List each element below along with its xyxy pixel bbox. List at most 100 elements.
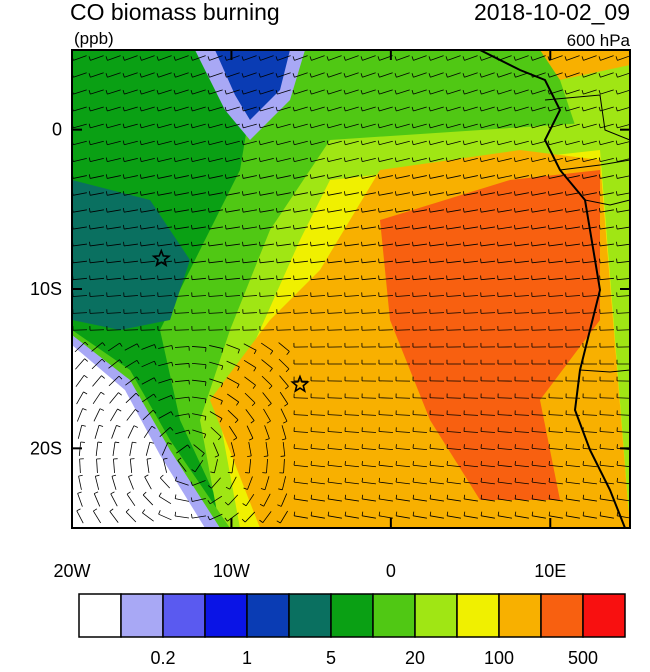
wind-barb-tick bbox=[209, 242, 210, 246]
colorbar-box bbox=[205, 594, 247, 637]
wind-barb-tick bbox=[617, 242, 618, 246]
units: (ppb) bbox=[74, 29, 114, 48]
wind-barb-tick bbox=[328, 242, 329, 246]
wind-barb-tick bbox=[566, 478, 567, 482]
wind-barb bbox=[413, 398, 427, 399]
wind-barb-tick bbox=[430, 478, 431, 482]
level: 600 hPa bbox=[567, 31, 631, 50]
wind-barb bbox=[447, 398, 461, 399]
wind-barb-tick bbox=[481, 242, 482, 246]
wind-barb-tick bbox=[617, 478, 618, 482]
wind-barb-tick bbox=[549, 478, 550, 482]
wind-barb-tick bbox=[192, 242, 193, 246]
wind-barb bbox=[362, 398, 376, 399]
wind-barb bbox=[464, 398, 478, 399]
colorbar-label: 5 bbox=[326, 648, 336, 667]
wind-barb-tick bbox=[90, 242, 91, 246]
colorbar-box bbox=[541, 594, 583, 637]
wind-barb-tick bbox=[396, 478, 397, 482]
wind-barb bbox=[549, 398, 563, 399]
wind-barb-tick bbox=[328, 478, 329, 482]
wind-barb-tick bbox=[311, 242, 312, 246]
wind-barb-tick bbox=[260, 242, 261, 246]
wind-barb-tick bbox=[600, 478, 601, 482]
wind-barb bbox=[430, 398, 444, 399]
co-field bbox=[72, 50, 630, 528]
wind-barb bbox=[583, 398, 597, 399]
wind-barb bbox=[515, 330, 529, 331]
wind-barb-tick bbox=[226, 242, 227, 246]
wind-barb bbox=[90, 330, 104, 331]
colorbar-label: 20 bbox=[405, 648, 425, 667]
colorbar-label: 1 bbox=[242, 648, 252, 667]
wind-barb-tick bbox=[515, 478, 516, 482]
wind-barb-tick bbox=[413, 478, 414, 482]
wind-barb bbox=[447, 330, 461, 331]
date: 2018-10-02_09 bbox=[474, 0, 630, 25]
wind-barb-tick bbox=[498, 242, 499, 246]
x-tick-label: 10W bbox=[213, 561, 250, 581]
wind-barb-tick bbox=[464, 242, 465, 246]
wind-barb-tick bbox=[345, 478, 346, 482]
colorbar-box bbox=[79, 594, 121, 637]
x-tick-label: 10E bbox=[534, 561, 566, 581]
wind-barb bbox=[192, 330, 206, 331]
wind-barb-tick bbox=[294, 242, 295, 246]
wind-barb-tick bbox=[243, 242, 244, 246]
wind-barb bbox=[396, 398, 410, 399]
wind-barb bbox=[243, 330, 257, 331]
wind-barb bbox=[175, 330, 189, 331]
wind-barb-tick bbox=[413, 242, 414, 246]
wind-barb bbox=[481, 398, 495, 399]
wind-barb-tick bbox=[430, 242, 431, 246]
wind-barb bbox=[328, 398, 342, 399]
colorbar-box bbox=[373, 594, 415, 637]
wind-barb bbox=[124, 330, 138, 331]
wind-barb bbox=[141, 330, 155, 331]
wind-barb-tick bbox=[362, 242, 363, 246]
wind-barb-tick bbox=[141, 242, 142, 246]
colorbar-box bbox=[415, 594, 457, 637]
wind-barb bbox=[498, 398, 512, 399]
wind-barb-tick bbox=[345, 242, 346, 246]
wind-barb-tick bbox=[107, 242, 108, 246]
y-tick-label: 20S bbox=[30, 438, 62, 458]
y-tick-label: 10S bbox=[30, 279, 62, 299]
wind-barb bbox=[481, 330, 495, 331]
wind-barb bbox=[532, 398, 546, 399]
colorbar-box bbox=[331, 594, 373, 637]
x-tick-label: 20W bbox=[53, 561, 90, 581]
wind-barb bbox=[515, 398, 529, 399]
wind-barb bbox=[294, 398, 308, 399]
wind-barb bbox=[396, 330, 410, 331]
colorbar-label: 500 bbox=[568, 648, 598, 667]
wind-barb bbox=[379, 398, 393, 399]
wind-barb-tick bbox=[396, 242, 397, 246]
wind-barb-tick bbox=[175, 242, 176, 246]
wind-barb bbox=[158, 330, 172, 331]
wind-barb bbox=[413, 330, 427, 331]
wind-barb bbox=[311, 398, 325, 399]
wind-barb bbox=[277, 330, 291, 331]
wind-barb-tick bbox=[189, 397, 190, 401]
wind-barb bbox=[226, 330, 240, 331]
wind-barb bbox=[328, 330, 342, 331]
wind-barb bbox=[379, 330, 393, 331]
wind-barb-tick bbox=[379, 478, 380, 482]
wind-barb-tick bbox=[481, 478, 482, 482]
wind-barb bbox=[209, 330, 223, 331]
wind-barb-tick bbox=[124, 242, 125, 246]
wind-barb-tick bbox=[294, 478, 295, 482]
wind-barb bbox=[498, 330, 512, 331]
wind-barb bbox=[464, 330, 478, 331]
wind-barb bbox=[311, 330, 325, 331]
wind-barb bbox=[600, 330, 614, 331]
colorbar-box bbox=[499, 594, 541, 637]
wind-barb bbox=[617, 398, 631, 399]
wind-barb-tick bbox=[566, 242, 567, 246]
wind-barb-tick bbox=[549, 242, 550, 246]
colorbar-box bbox=[247, 594, 289, 637]
wind-barb-tick bbox=[311, 478, 312, 482]
